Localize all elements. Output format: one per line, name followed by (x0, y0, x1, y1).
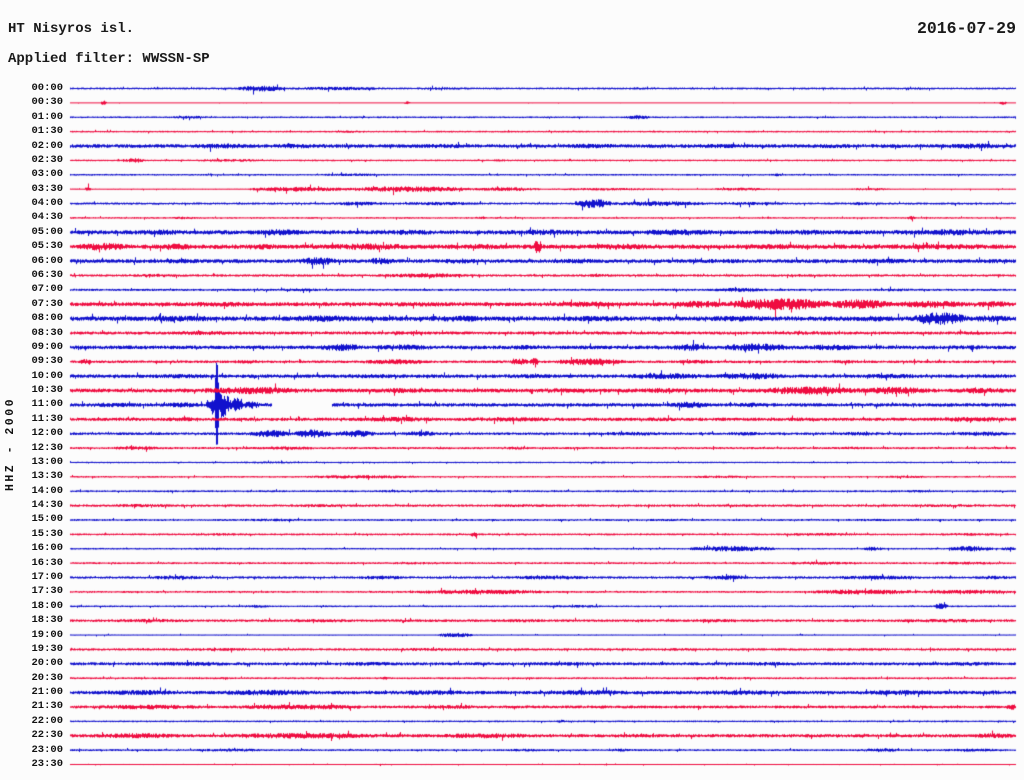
record-date: 2016-07-29 (916, 19, 1016, 38)
time-label: 09:30 (31, 355, 63, 368)
time-label: 13:00 (31, 455, 63, 468)
time-label: 17:30 (31, 585, 63, 598)
time-label: 00:30 (31, 96, 63, 109)
time-label: 05:00 (31, 225, 63, 238)
time-label: 17:00 (31, 571, 63, 584)
time-label: 21:00 (31, 686, 63, 699)
time-label: 15:30 (31, 527, 63, 540)
station-title: HT Nisyros isl. (8, 21, 135, 37)
time-label: 06:00 (31, 254, 63, 267)
time-label: 18:00 (31, 599, 63, 612)
time-label: 05:30 (31, 240, 63, 253)
time-label: 08:00 (31, 312, 63, 325)
time-label: 16:30 (31, 556, 63, 569)
time-label: 10:00 (31, 369, 63, 382)
time-label: 15:00 (31, 513, 63, 526)
time-label: 22:00 (31, 714, 63, 727)
time-label: 01:00 (31, 110, 63, 123)
time-label: 22:30 (31, 729, 63, 742)
time-label: 04:30 (31, 211, 63, 224)
time-label: 11:00 (31, 398, 63, 411)
time-label: 16:00 (31, 542, 63, 555)
time-label: 18:30 (31, 614, 63, 627)
time-label: 03:30 (31, 182, 63, 195)
time-label: 02:00 (31, 139, 63, 152)
time-label: 07:30 (31, 297, 63, 310)
time-label: 02:30 (31, 153, 63, 166)
time-label: 09:00 (31, 340, 63, 353)
time-label: 11:30 (31, 412, 63, 425)
time-label: 14:30 (31, 499, 63, 512)
time-label: 06:30 (31, 268, 63, 281)
time-label: 19:30 (31, 642, 63, 655)
time-label: 23:30 (31, 758, 63, 770)
time-label: 03:00 (31, 168, 63, 181)
time-label: 20:30 (31, 671, 63, 684)
time-label: 13:30 (31, 470, 63, 483)
time-label: 14:00 (31, 484, 63, 497)
time-label: 00:00 (31, 82, 63, 94)
time-label: 07:00 (31, 283, 63, 296)
time-label: 12:30 (31, 441, 63, 454)
time-label: 23:00 (31, 743, 63, 756)
time-label: 04:00 (31, 197, 63, 210)
applied-filter-label: Applied filter: WWSSN-SP (8, 51, 210, 67)
time-label: 20:00 (31, 657, 63, 670)
time-label: 01:30 (31, 125, 63, 138)
time-label: 12:00 (31, 427, 63, 440)
time-label: 08:30 (31, 326, 63, 339)
time-label: 10:30 (31, 384, 63, 397)
time-label: 19:00 (31, 628, 63, 641)
time-label: 21:30 (31, 700, 63, 713)
